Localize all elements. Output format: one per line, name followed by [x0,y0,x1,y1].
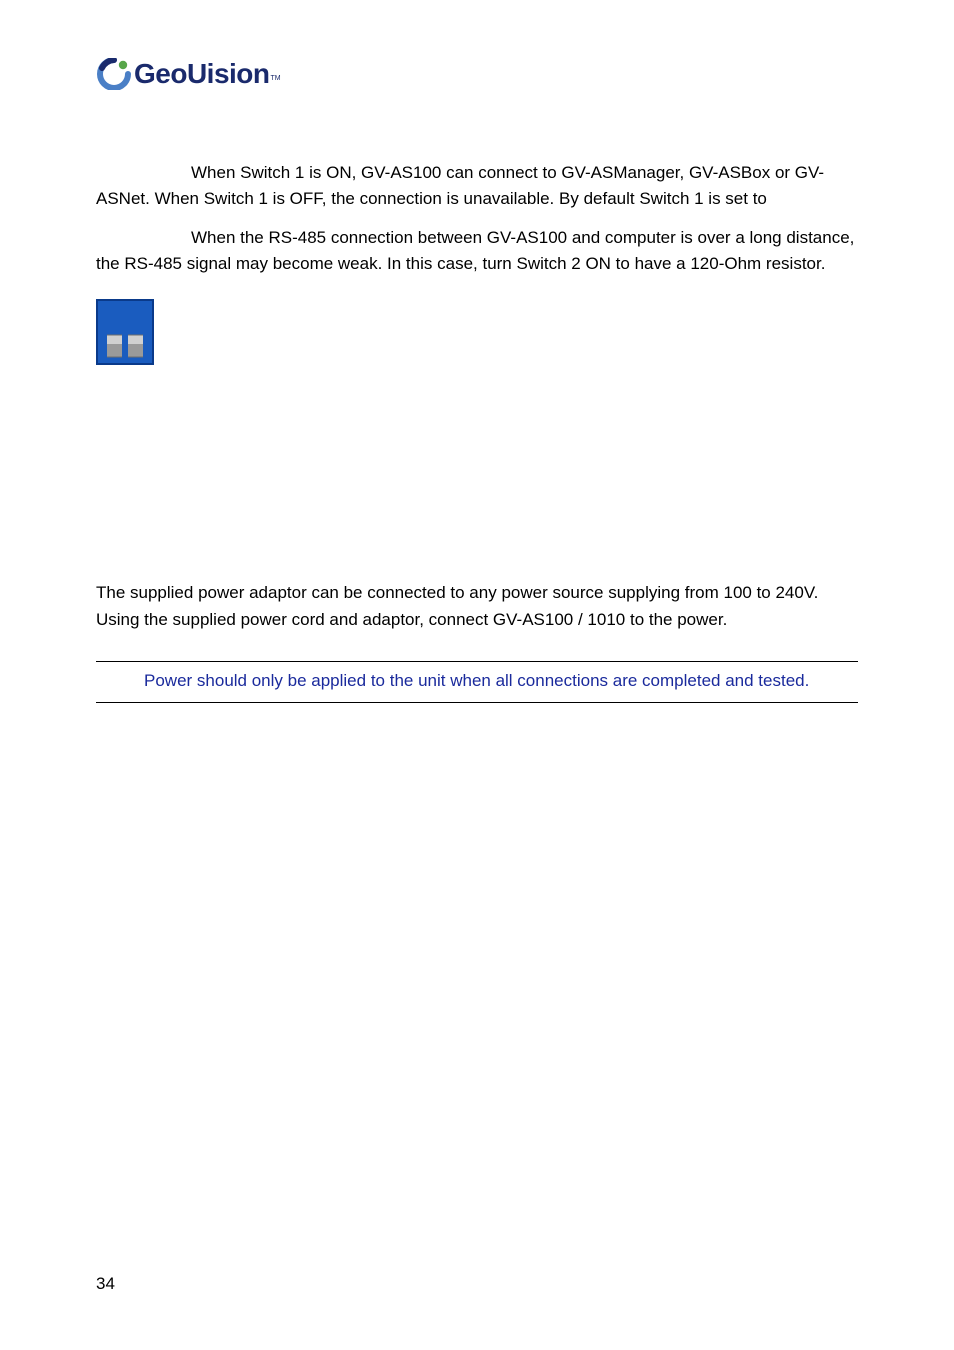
paragraph-power: The supplied power adaptor can be connec… [96,580,858,633]
paragraph-switch2: When the RS-485 connection between GV-AS… [96,225,858,278]
body-section-2: The supplied power adaptor can be connec… [96,580,858,633]
logo-trademark: TM [271,75,281,82]
note-text: Power should only be applied to the unit… [96,668,858,694]
logo-mark-icon [96,58,132,90]
paragraph-switch1: When Switch 1 is ON, GV-AS100 can connec… [96,160,858,213]
dip-switch-figure [96,299,154,370]
note-block: Power should only be applied to the unit… [96,661,858,703]
page-number: 34 [96,1274,115,1294]
brand-logo: GeoUision TM [96,58,858,90]
logo-text: GeoUision [134,58,270,90]
body-section-1: When Switch 1 is ON, GV-AS100 can connec… [96,160,858,277]
